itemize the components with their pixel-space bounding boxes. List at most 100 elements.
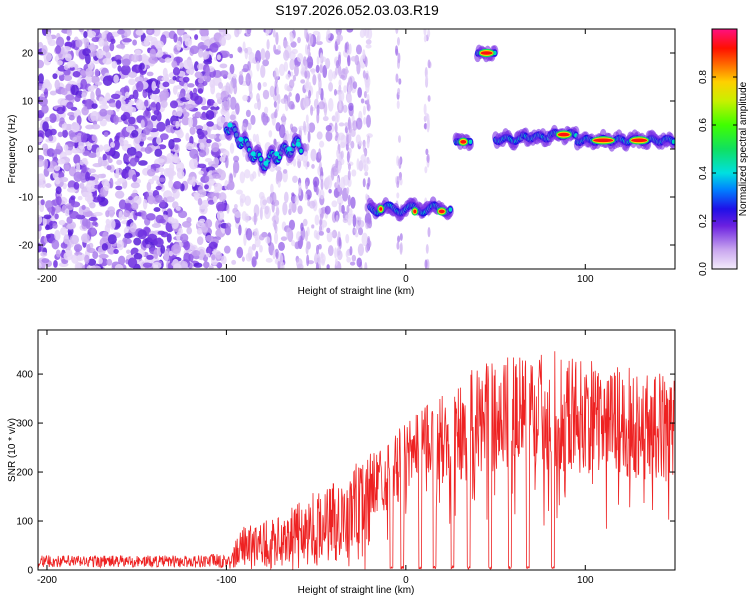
spectrogram-cell xyxy=(344,126,348,134)
spectrogram-cell xyxy=(302,218,308,227)
spectrogram-cell xyxy=(426,121,430,133)
spectrogram-peak xyxy=(227,122,233,128)
spectrogram-cell xyxy=(306,143,310,151)
spectrogram-cell xyxy=(81,191,89,198)
spectrogram-cell xyxy=(86,76,92,84)
spectrogram-ytick-label: 0 xyxy=(27,145,33,156)
spectrogram-cell xyxy=(256,60,260,72)
spectrogram-cell xyxy=(317,243,322,250)
spectrogram-cell xyxy=(152,262,162,269)
spectrogram-cell xyxy=(304,193,308,201)
colorbar: 0.0 0.2 0.4 0.6 0.8 Normalized spectral ampl… xyxy=(698,28,749,276)
spectrogram-cell xyxy=(266,39,270,50)
spectrogram-cell xyxy=(114,263,124,269)
spectrogram-cell xyxy=(69,234,80,245)
spectrogram-cell xyxy=(199,29,209,37)
spectrogram-cell xyxy=(164,57,172,63)
spectrogram-cell xyxy=(184,37,193,47)
spectrogram-cell xyxy=(341,204,345,214)
spectrogram-cell xyxy=(88,216,98,222)
spectrogram-cell xyxy=(366,217,370,224)
spectrogram-cell xyxy=(223,245,231,254)
spectrogram-cell xyxy=(172,85,178,95)
spectrogram-cell xyxy=(260,195,267,210)
spectrogram-cell xyxy=(336,250,343,261)
spectrogram-cell xyxy=(133,237,142,246)
spectrogram-peak xyxy=(295,141,301,147)
spectrogram-cell xyxy=(99,119,107,127)
spectrogram-cell xyxy=(334,135,338,142)
spectrogram-ytick-label: -20 xyxy=(19,241,34,252)
spectrogram-cell xyxy=(113,115,119,125)
spectrogram-cell xyxy=(102,231,109,243)
spectrogram-cell xyxy=(136,81,144,92)
spectrogram-cell xyxy=(314,251,321,258)
spectrogram-cell xyxy=(365,44,372,49)
spectrogram-cell xyxy=(66,223,75,230)
spectrogram-cell xyxy=(364,149,368,157)
spectrogram-cell xyxy=(55,36,65,48)
spectrogram-cell xyxy=(427,95,431,102)
spectrogram-cell xyxy=(38,173,46,182)
spectrogram-cell xyxy=(397,52,401,64)
spectrogram-cell xyxy=(274,223,278,234)
spectrogram-cell xyxy=(141,210,147,220)
spectrogram-cell xyxy=(137,105,143,111)
spectrogram-cell xyxy=(262,59,270,67)
spectrogram-cell xyxy=(311,67,316,75)
spectrogram-cell xyxy=(156,121,166,132)
spectrogram-cell xyxy=(340,150,344,160)
spectrogram-cell xyxy=(73,244,83,252)
spectrogram-cell xyxy=(367,29,373,40)
spectrogram-cell xyxy=(342,104,348,113)
spectrogram-cell xyxy=(106,75,114,82)
spectrogram-cell xyxy=(154,194,163,203)
spectrogram-cell xyxy=(114,190,125,199)
spectrogram-cell xyxy=(71,148,81,154)
spectrogram-cell xyxy=(129,157,137,167)
spectrogram-peak xyxy=(593,138,614,143)
spectrogram-cell xyxy=(117,255,126,266)
spectrogram-cell xyxy=(311,164,315,169)
spectrogram-cell xyxy=(308,200,316,209)
spectrogram-cell xyxy=(155,185,162,191)
spectrogram-cell xyxy=(96,49,104,59)
spectrogram-cell xyxy=(245,109,251,118)
spectrogram-cell xyxy=(179,61,184,69)
spectrogram-cell xyxy=(365,159,371,165)
spectrogram-cell xyxy=(60,87,68,96)
spectrogram-cell xyxy=(51,239,60,250)
spectrogram-cell xyxy=(157,230,166,235)
spectrogram-cell xyxy=(88,52,97,57)
spectrogram-cell xyxy=(273,100,277,108)
spectrogram-cell xyxy=(197,77,204,84)
spectrogram-cell xyxy=(52,148,62,155)
spectrogram-cell xyxy=(54,79,61,90)
spectrogram-cell xyxy=(334,122,338,134)
spectrogram-cell xyxy=(186,226,193,235)
spectrogram-cell xyxy=(196,227,203,235)
spectrogram-cell xyxy=(360,98,365,104)
snr-xtick-label: -200 xyxy=(37,575,57,586)
spectrogram-cell xyxy=(278,124,286,139)
colorbar-tick-label: 0.4 xyxy=(698,166,709,180)
spectrogram-cell xyxy=(346,151,350,163)
spectrogram-peak xyxy=(286,146,292,152)
spectrogram-cell xyxy=(206,121,214,127)
spectrogram-cell xyxy=(84,254,90,265)
snr-ytick-label: 400 xyxy=(16,370,33,381)
spectrogram-cell xyxy=(356,257,362,268)
spectrogram-cell xyxy=(288,92,292,97)
spectrogram-cell xyxy=(59,117,65,125)
spectrogram-cell xyxy=(151,175,160,181)
spectrogram-cell xyxy=(353,228,358,234)
spectrogram-cell xyxy=(187,83,195,88)
spectrogram-cell xyxy=(299,148,303,154)
spectrogram-cell xyxy=(218,82,224,89)
spectrogram-cell xyxy=(63,144,69,152)
spectrogram-cell xyxy=(305,114,309,124)
spectrogram-cell xyxy=(277,260,281,269)
spectrogram-cell xyxy=(327,98,334,112)
spectrogram-cell xyxy=(86,143,92,151)
spectrogram-cell xyxy=(179,233,189,243)
